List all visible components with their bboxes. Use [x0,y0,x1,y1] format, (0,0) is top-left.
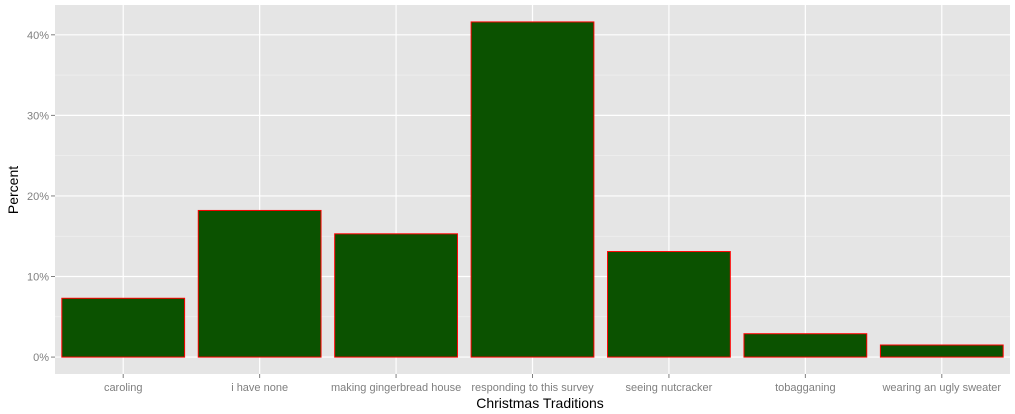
y-tick-label: 0% [33,352,49,364]
x-tick-label: wearing an ugly sweater [881,382,1001,394]
y-axis-title: Percent [5,166,21,214]
x-tick-label: i have none [231,382,288,394]
bar-tobagganing [743,333,868,358]
bars [61,21,1004,358]
bar-responding-to-this-survey [470,21,595,358]
x-tick-label: making gingerbread house [331,382,461,394]
y-tick-label: 40% [27,30,49,42]
bar-making-gingerbread-house [334,233,458,358]
x-tick-label: tobagganing [775,382,836,394]
x-axis-title: Christmas Traditions [476,395,604,411]
bar-i-have-none [197,209,322,358]
x-tick-label: responding to this survey [471,382,594,394]
y-tick-label: 20% [27,191,49,203]
bar-seeing-nutcracker [607,251,731,358]
y-axis-ticks: 0% 10% 20% 30% 40% [27,30,55,364]
bar-caroling [61,297,186,358]
x-tick-label: seeing nutcracker [626,382,713,394]
y-tick-label: 30% [27,110,49,122]
x-tick-label: caroling [104,382,143,394]
y-tick-label: 10% [27,272,49,284]
bar-wearing-an-ugly-sweater [879,344,1004,358]
x-axis-ticks: caroling i have none making gingerbread ho… [104,374,1001,394]
